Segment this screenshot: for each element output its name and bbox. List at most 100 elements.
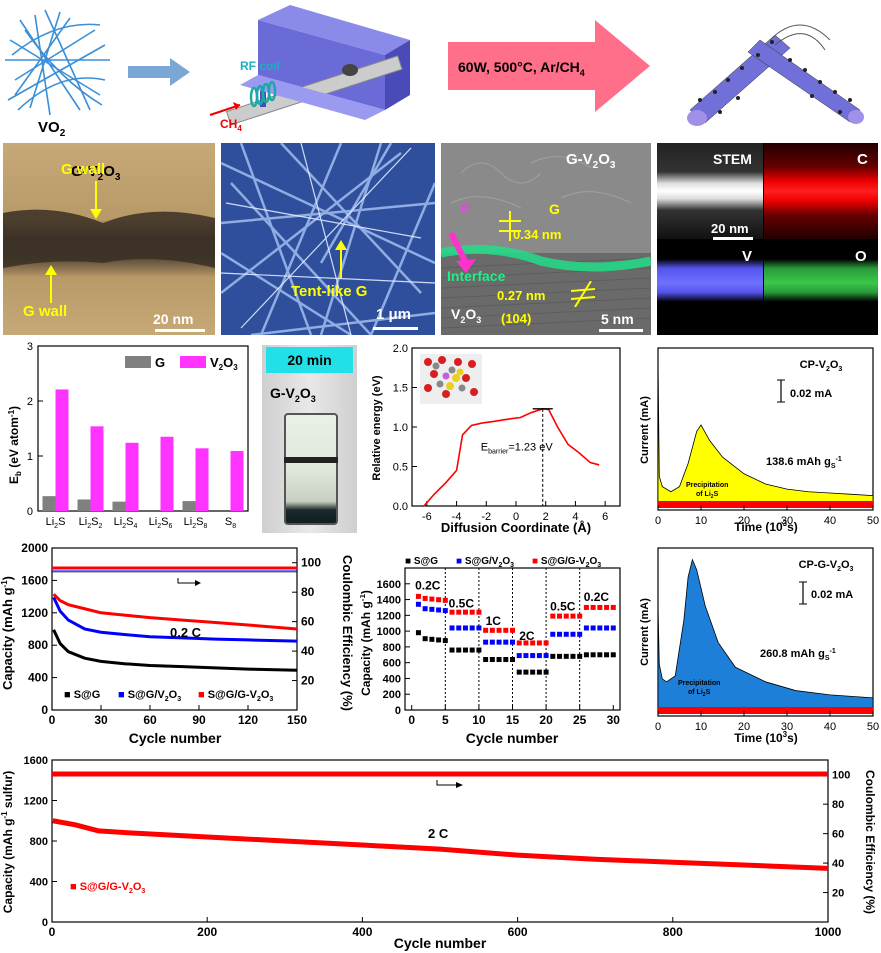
cp2-capacity: 260.8 mAh gS-1 — [760, 648, 836, 662]
y2-tick-label: 20 — [832, 888, 844, 900]
category-label: Li2S8 — [184, 516, 208, 530]
v-label: V — [742, 248, 753, 265]
rate-point — [557, 653, 563, 659]
rate-point — [523, 653, 529, 659]
y-tick-label: 1200 — [24, 796, 48, 808]
x-tick-label: 40 — [824, 515, 836, 527]
rate-point — [610, 652, 616, 658]
rate-point — [543, 653, 549, 659]
rate-point — [496, 657, 502, 663]
x-tick-label: 0 — [513, 511, 519, 523]
rate-point — [462, 625, 468, 631]
x-tick-label: 30 — [94, 713, 108, 727]
rate-point — [489, 627, 495, 633]
bar-v2o3 — [195, 448, 209, 511]
rate-point — [577, 653, 583, 659]
c-map — [764, 143, 878, 239]
cp1-xlabel: Time (103s) — [734, 519, 798, 534]
o-label: O — [855, 248, 867, 265]
long-y2label: Coulombic Efficiency (%) — [863, 770, 877, 914]
rate-point — [557, 613, 563, 619]
plane-label: (104) — [501, 311, 532, 326]
category-label: S8 — [225, 516, 236, 530]
cycling-chart: 0 30 60 90 120 150 0 400 800 1200 1600 2000 20 40 60 80… — [0, 541, 355, 746]
diff-ylabel: Relative energy (eV) — [371, 375, 383, 480]
y-tick-label: 1 — [27, 451, 33, 463]
bar-g — [77, 499, 91, 511]
sem-scale-label: 1 μm — [376, 306, 412, 323]
rate-point — [436, 597, 442, 603]
x-tick-label: 0 — [49, 713, 56, 727]
series-line — [52, 629, 298, 672]
rate-point — [610, 604, 616, 610]
stem-label: STEM — [713, 151, 752, 167]
rate-point — [483, 657, 489, 663]
x-tick-label: 50 — [867, 721, 879, 733]
stem-image — [657, 143, 763, 239]
rate-point — [449, 609, 455, 615]
rate-point — [503, 627, 509, 633]
rate-xlabel: Cycle number — [466, 730, 559, 746]
barrier-label: Ebarrier=1.23 eV — [481, 442, 554, 456]
precipitation-area — [657, 360, 874, 503]
rate-chart: 0 5 10 15 20 25 30 0 200 400 600 800 1000 1200 1400 160… — [360, 556, 621, 746]
bar-v2o3 — [160, 436, 174, 511]
rate-point — [563, 653, 569, 659]
tem-image: G-V2O3 G wall G wall G wall 20 nm — [3, 143, 215, 335]
rate-label: 0.5C — [449, 596, 475, 610]
bar-v2o3 — [55, 389, 69, 511]
x-tick-label: 20 — [738, 515, 750, 527]
x-tick-label: 40 — [824, 721, 836, 733]
capacity-line — [52, 818, 829, 871]
x-tick-label: 30 — [781, 721, 793, 733]
y2-tick-label: 80 — [301, 585, 315, 599]
y2-tick-label: 40 — [301, 644, 315, 658]
rate-point — [456, 625, 462, 631]
y2-tick-label: 100 — [832, 770, 850, 782]
rate-point — [469, 625, 475, 631]
stem-mapping: STEM C V O 20 nm — [657, 143, 878, 335]
category-label: Li2S — [46, 516, 66, 530]
energy-profile-line — [423, 408, 600, 507]
tem-scale-bar — [155, 329, 205, 332]
rate-legend-2: ■ S@G/V2O3 — [456, 556, 514, 569]
product-illustration — [687, 24, 864, 126]
ch4-label: CH4 — [220, 117, 242, 133]
binding-energy-chart: 0 1 2 3 Li2S Li2S2 Li2S4 Li2S6 Li2S8 S8 Eb (eV a… — [7, 341, 249, 530]
cp1-ylabel: Current (mA) — [639, 396, 651, 464]
x-tick-label: 0 — [408, 713, 415, 727]
gwall-top: G wall — [61, 161, 106, 178]
hrtem-scale-bar — [599, 329, 643, 332]
v-spacing: 0.27 nm — [497, 288, 546, 303]
rate-point — [597, 604, 603, 610]
long-xlabel: Cycle number — [394, 935, 487, 951]
long-ylabel: Capacity (mAh g-1 sulfur) — [0, 771, 15, 913]
rate-point — [543, 640, 549, 646]
hrtem-title: G-V2O3 — [566, 151, 616, 171]
rate-label: 0.2C — [415, 578, 441, 592]
cp-g-v2o3-chart: 0 10 20 30 40 50 CP-G-V2O3 0.02 mA 260.8 mAh … — [639, 547, 879, 745]
sem-label: Tent-like G — [291, 283, 368, 300]
rate-point — [469, 647, 475, 653]
rate-point — [456, 647, 462, 653]
rate-point — [570, 631, 576, 637]
rate-point — [422, 595, 428, 601]
x-tick-label: 120 — [238, 713, 258, 727]
rate-point — [530, 653, 536, 659]
hrtem-v2o3-label: V2O3 — [451, 306, 482, 325]
diffusion-energy-chart: -6 -4 -2 0 2 4 6 0.0 0.5 1.0 1.5 2.0 Ebarrier=1.23 … — [371, 343, 621, 535]
x-tick-label: 90 — [192, 713, 206, 727]
rate-label: 2C — [519, 629, 535, 643]
rate-point — [489, 657, 495, 663]
rate-point — [462, 647, 468, 653]
cp1-capacity: 138.6 mAh gS-1 — [766, 456, 842, 470]
rate-point — [523, 669, 529, 675]
rate-point — [456, 609, 462, 615]
y-tick-label: 2.0 — [393, 343, 408, 355]
y-tick-label: 800 — [30, 836, 48, 848]
legend-g-label: G — [155, 355, 165, 370]
bar-v2o3 — [90, 426, 104, 511]
rate-point — [503, 639, 509, 645]
rate-point — [597, 625, 603, 631]
rate-point — [570, 653, 576, 659]
